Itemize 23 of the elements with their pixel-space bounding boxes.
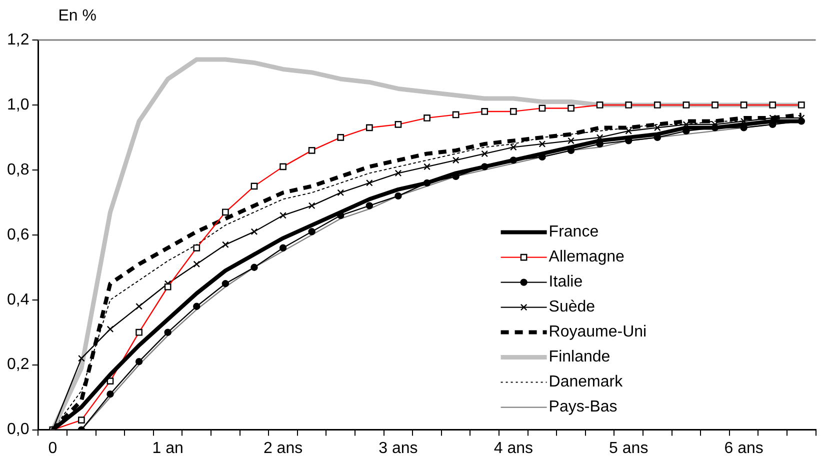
y-tick-label: 0,4 — [6, 291, 30, 308]
legend-label: Danemark — [548, 374, 624, 391]
y-tick-label: 0,6 — [6, 226, 30, 244]
legend-label: France — [548, 224, 599, 241]
y-tick-label: 0,8 — [6, 161, 30, 178]
x-tick-label: 5 ans — [609, 440, 648, 457]
x-tick-label: 0 — [48, 440, 58, 457]
x-tick-label: 3 ans — [378, 440, 418, 457]
y-tick-label: 1,2 — [6, 31, 30, 48]
x-tick-label: 2 ans — [263, 440, 303, 457]
legend-label: Finlande — [548, 348, 610, 366]
legend-label: Italie — [548, 274, 583, 291]
legend-label: Pays-Bas — [548, 398, 618, 416]
legend-label: Royaume-Uni — [548, 324, 647, 341]
y-tick-label: 0,0 — [6, 421, 30, 438]
y-axis-title: En % — [58, 7, 96, 24]
legend-label: Allemagne — [548, 248, 625, 266]
y-tick-label: 0,2 — [6, 356, 30, 374]
legend-label: Suède — [548, 298, 596, 316]
x-tick-label: 6 ans — [724, 440, 764, 457]
x-tick-label: 4 ans — [494, 440, 533, 457]
x-tick-label: 1 an — [152, 440, 184, 457]
y-tick-label: 1,0 — [6, 96, 30, 114]
